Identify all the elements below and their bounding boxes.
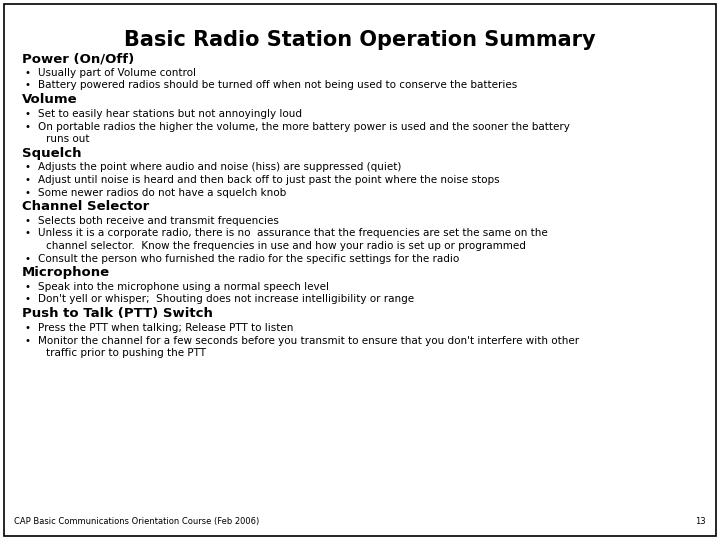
Text: Consult the person who furnished the radio for the specific settings for the rad: Consult the person who furnished the rad… bbox=[38, 253, 459, 264]
Text: Adjust until noise is heard and then back off to just past the point where the n: Adjust until noise is heard and then bac… bbox=[38, 175, 500, 185]
Text: •: • bbox=[24, 335, 30, 346]
Text: Usually part of Volume control: Usually part of Volume control bbox=[38, 68, 196, 78]
Text: •: • bbox=[24, 122, 30, 132]
Text: Battery powered radios should be turned off when not being used to conserve the : Battery powered radios should be turned … bbox=[38, 80, 517, 91]
Text: Monitor the channel for a few seconds before you transmit to ensure that you don: Monitor the channel for a few seconds be… bbox=[38, 335, 579, 346]
Text: Unless it is a corporate radio, there is no  assurance that the frequencies are : Unless it is a corporate radio, there is… bbox=[38, 228, 548, 239]
Text: Squelch: Squelch bbox=[22, 146, 81, 159]
Text: Speak into the microphone using a normal speech level: Speak into the microphone using a normal… bbox=[38, 282, 329, 292]
Text: •: • bbox=[24, 80, 30, 91]
Text: •: • bbox=[24, 163, 30, 172]
Text: Some newer radios do not have a squelch knob: Some newer radios do not have a squelch … bbox=[38, 187, 287, 198]
Text: channel selector.  Know the frequencies in use and how your radio is set up or p: channel selector. Know the frequencies i… bbox=[46, 241, 526, 251]
Text: •: • bbox=[24, 253, 30, 264]
Text: Selects both receive and transmit frequencies: Selects both receive and transmit freque… bbox=[38, 216, 279, 226]
Text: •: • bbox=[24, 187, 30, 198]
Text: •: • bbox=[24, 109, 30, 119]
Text: Set to easily hear stations but not annoyingly loud: Set to easily hear stations but not anno… bbox=[38, 109, 302, 119]
Text: •: • bbox=[24, 282, 30, 292]
Text: Don't yell or whisper;  Shouting does not increase intelligibility or range: Don't yell or whisper; Shouting does not… bbox=[38, 294, 414, 305]
Text: Adjusts the point where audio and noise (hiss) are suppressed (quiet): Adjusts the point where audio and noise … bbox=[38, 163, 401, 172]
Text: •: • bbox=[24, 228, 30, 239]
Text: runs out: runs out bbox=[46, 134, 89, 144]
Text: •: • bbox=[24, 216, 30, 226]
Text: Microphone: Microphone bbox=[22, 266, 110, 279]
Text: •: • bbox=[24, 294, 30, 305]
Text: Basic Radio Station Operation Summary: Basic Radio Station Operation Summary bbox=[124, 30, 596, 50]
Text: CAP Basic Communications Orientation Course (Feb 2006): CAP Basic Communications Orientation Cou… bbox=[14, 517, 259, 526]
Text: Volume: Volume bbox=[22, 93, 78, 106]
Text: 13: 13 bbox=[696, 517, 706, 526]
Text: Power (On/Off): Power (On/Off) bbox=[22, 52, 134, 65]
Text: •: • bbox=[24, 175, 30, 185]
Text: •: • bbox=[24, 323, 30, 333]
Text: traffic prior to pushing the PTT: traffic prior to pushing the PTT bbox=[46, 348, 206, 358]
Text: Channel Selector: Channel Selector bbox=[22, 200, 149, 213]
Text: Press the PTT when talking; Release PTT to listen: Press the PTT when talking; Release PTT … bbox=[38, 323, 293, 333]
Text: On portable radios the higher the volume, the more battery power is used and the: On portable radios the higher the volume… bbox=[38, 122, 570, 132]
Text: •: • bbox=[24, 68, 30, 78]
Text: Push to Talk (PTT) Switch: Push to Talk (PTT) Switch bbox=[22, 307, 213, 320]
